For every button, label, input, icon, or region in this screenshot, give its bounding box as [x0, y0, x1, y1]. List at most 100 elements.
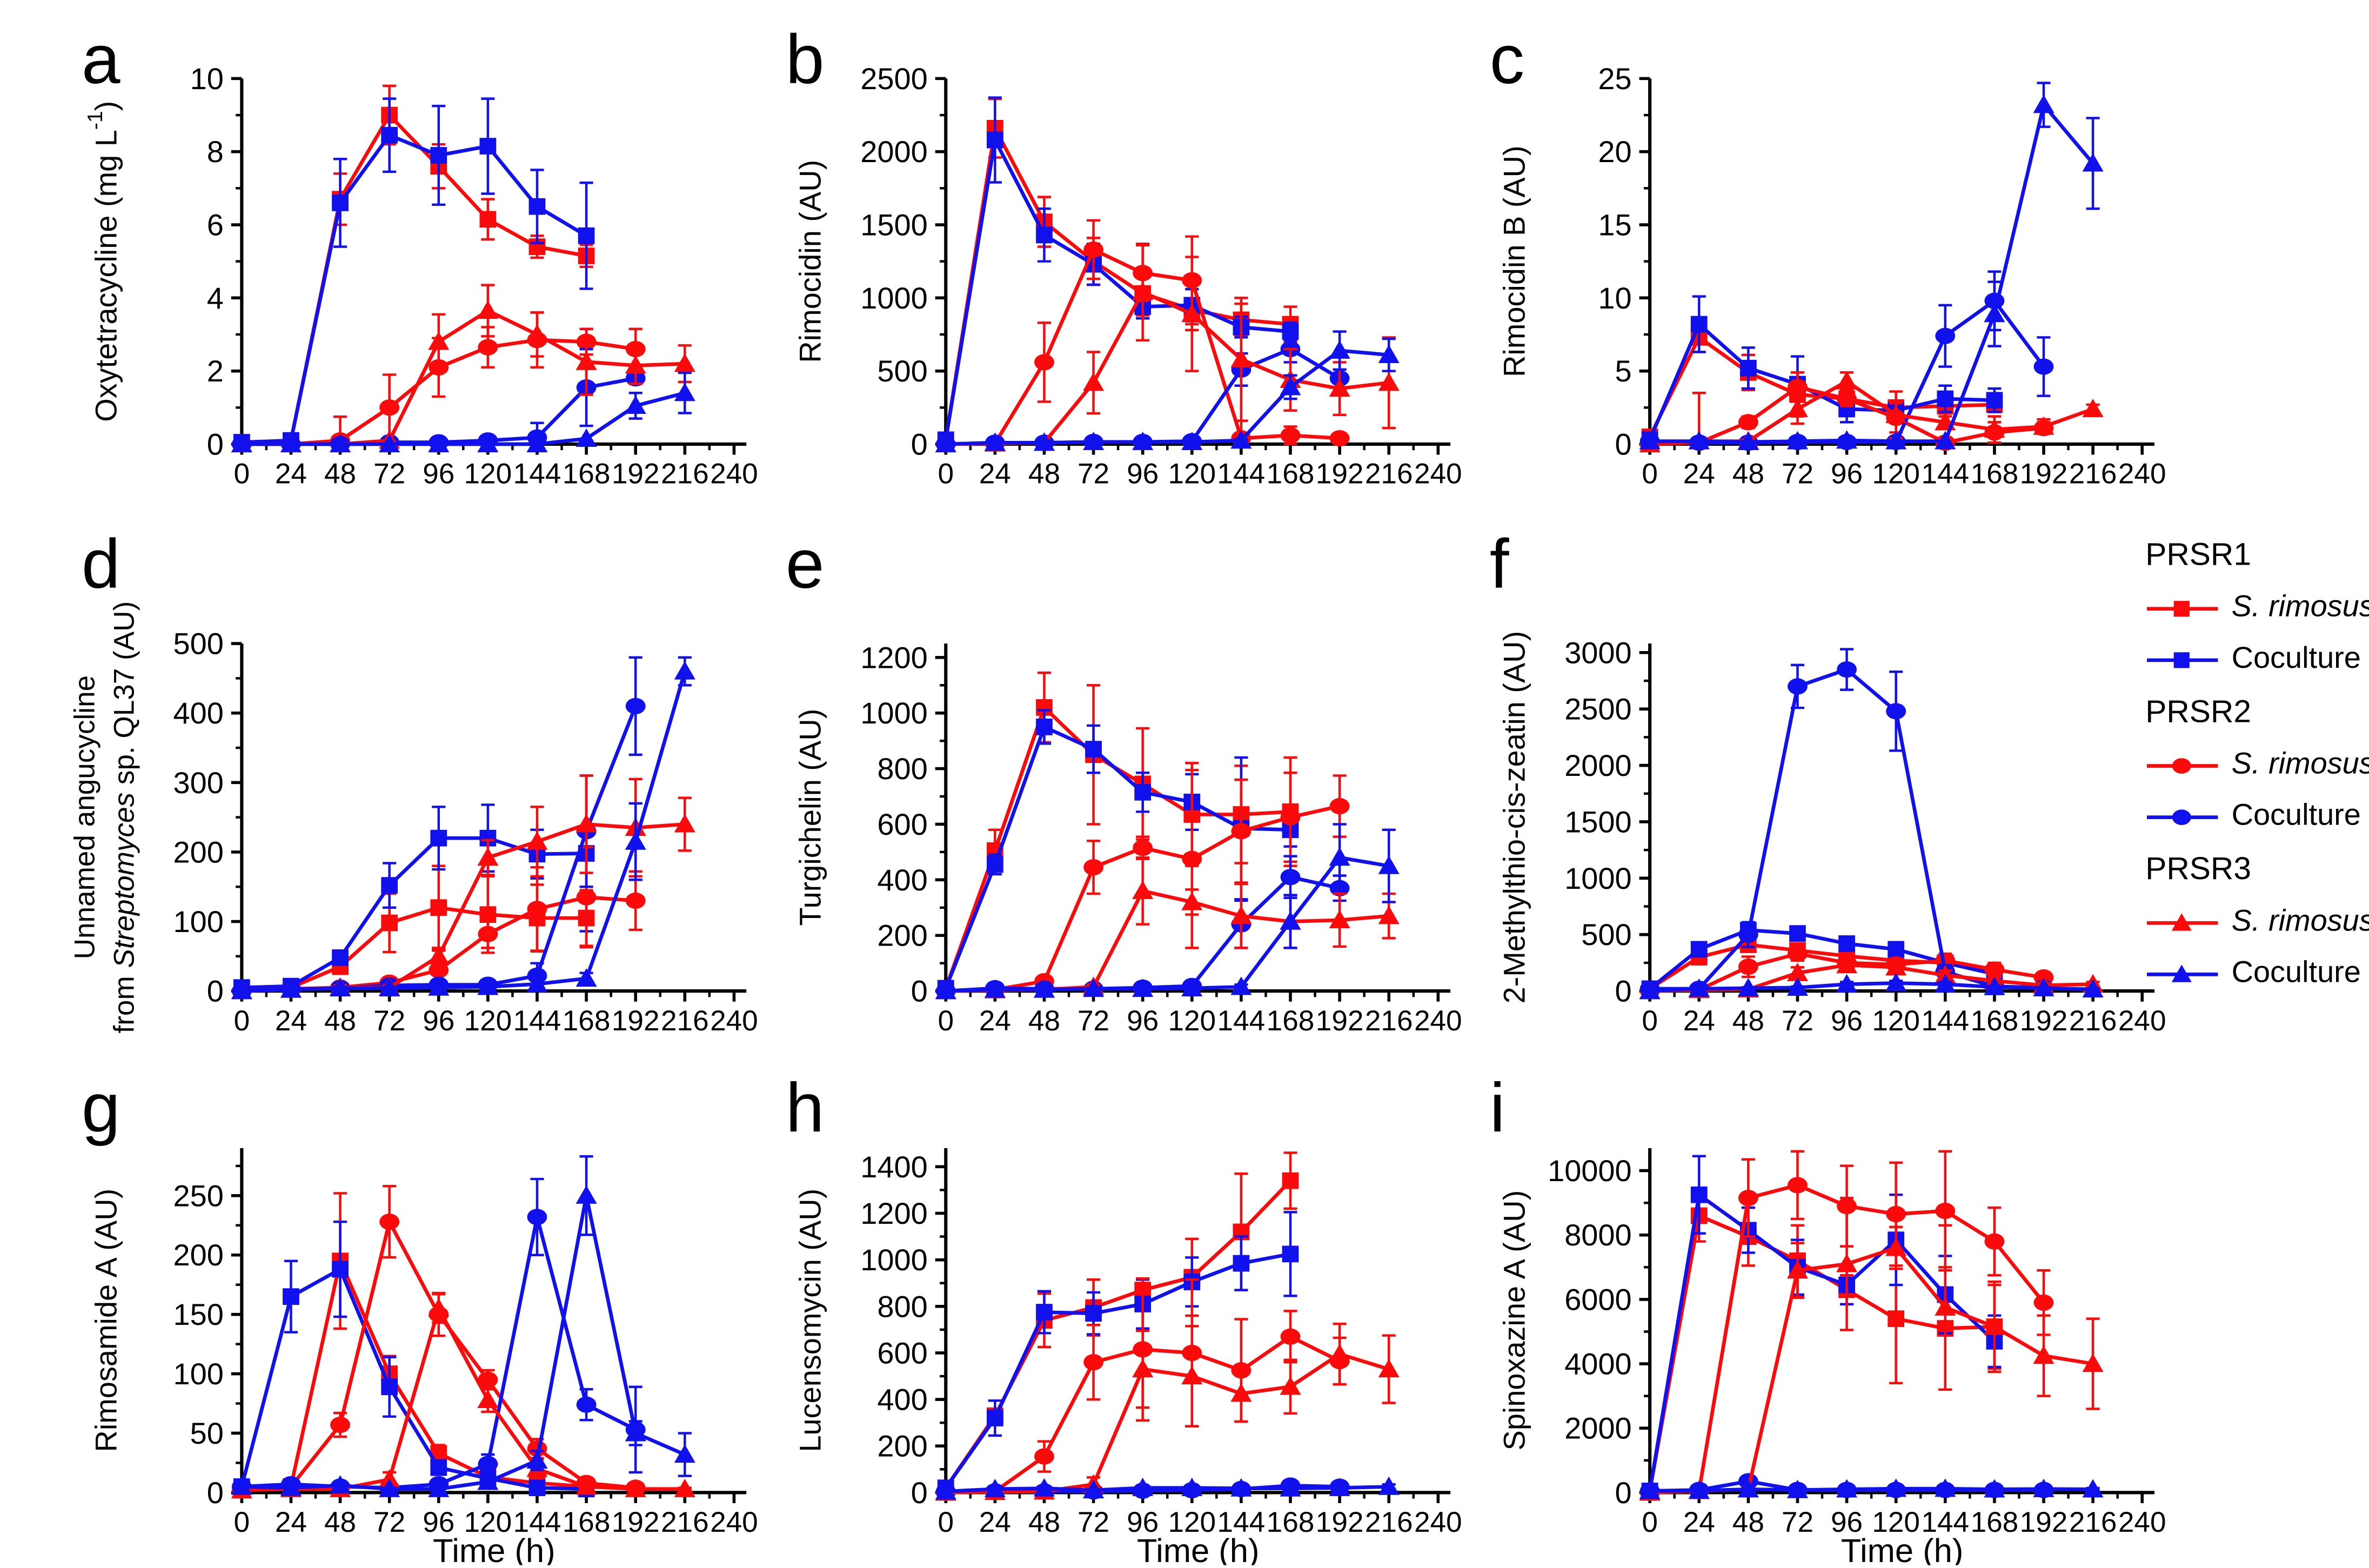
svg-text:2000: 2000	[1564, 1411, 1631, 1445]
svg-text:216: 216	[661, 458, 709, 490]
svg-text:4000: 4000	[1564, 1347, 1631, 1381]
svg-text:1500: 1500	[860, 208, 927, 242]
panel-h: h 0 24 48 72 96 120 144 168 192 216 240 0 200 400 600 8…	[771, 1021, 1475, 1568]
svg-text:0: 0	[207, 427, 224, 461]
svg-text:240: 240	[1414, 458, 1462, 490]
svg-text:1000: 1000	[860, 696, 927, 730]
svg-text:120: 120	[1168, 1005, 1216, 1037]
svg-text:144: 144	[1921, 1506, 1969, 1538]
svg-text:6000: 6000	[1564, 1282, 1631, 1316]
svg-text:96: 96	[1831, 458, 1863, 490]
svg-text:1000: 1000	[860, 1243, 927, 1277]
svg-text:96: 96	[423, 1506, 454, 1538]
legend-item-label: Coculture	[2231, 799, 2361, 833]
svg-text:72: 72	[1782, 1005, 1813, 1037]
svg-text:0: 0	[1615, 1476, 1631, 1510]
svg-text:216: 216	[1365, 458, 1413, 490]
svg-text:72: 72	[1782, 1506, 1813, 1538]
svg-text:20: 20	[1598, 135, 1631, 169]
svg-text:50: 50	[190, 1416, 224, 1450]
svg-text:0: 0	[911, 974, 928, 1008]
svg-text:96: 96	[1127, 458, 1159, 490]
svg-text:Unnamed angucycline: Unnamed angucycline	[69, 675, 101, 960]
svg-text:144: 144	[1217, 1005, 1266, 1037]
svg-text:48: 48	[1732, 1005, 1764, 1037]
svg-text:200: 200	[877, 1429, 927, 1463]
svg-text:120: 120	[1168, 1506, 1216, 1538]
svg-text:192: 192	[612, 1005, 660, 1037]
svg-text:96: 96	[1831, 1506, 1863, 1538]
svg-text:24: 24	[1683, 458, 1715, 490]
panel-h-letter: h	[785, 1068, 825, 1147]
svg-text:6: 6	[207, 208, 224, 242]
svg-text:0: 0	[938, 1005, 954, 1037]
svg-text:600: 600	[877, 1336, 927, 1370]
svg-text:168: 168	[563, 458, 611, 490]
svg-text:168: 168	[1267, 1005, 1315, 1037]
legend-group-prsr2: PRSR2	[2145, 695, 2252, 730]
svg-text:0: 0	[234, 1005, 250, 1037]
svg-text:144: 144	[513, 458, 561, 490]
panel-a-plot: 0 24 48 72 96 120 144 168 192 216 2400246810Oxytet…	[84, 62, 758, 490]
svg-text:120: 120	[1168, 458, 1216, 490]
svg-text:24: 24	[275, 1005, 307, 1037]
square-swatch-icon	[2147, 651, 2218, 668]
svg-text:168: 168	[563, 1506, 611, 1538]
svg-text:0: 0	[1642, 1506, 1658, 1538]
svg-text:72: 72	[373, 1005, 405, 1037]
legend-item: S. rimosus	[2145, 905, 2369, 940]
panel-b-plot: 0 24 48 72 96 120 144 168 192 216 240 0 500 1000 1500 2…	[793, 62, 1462, 490]
legend-item: Coculture	[2145, 642, 2369, 676]
svg-text:0: 0	[911, 427, 928, 461]
svg-text:400: 400	[877, 1383, 927, 1417]
svg-text:15: 15	[1598, 208, 1631, 242]
svg-text:Time (h): Time (h)	[1841, 1532, 1964, 1565]
svg-text:240: 240	[710, 1005, 758, 1037]
svg-text:216: 216	[2069, 458, 2117, 490]
panel-d-letter: d	[81, 524, 121, 603]
svg-text:240: 240	[710, 1506, 758, 1538]
panel-e: e 0 24 48 72 96 120 144 168 192 216 240 0 200 400 600 8…	[771, 522, 1475, 1037]
svg-text:from Streptomyces sp. QL37 (AU: from Streptomyces sp. QL37 (AU)	[108, 601, 140, 1034]
svg-text:168: 168	[1971, 458, 2019, 490]
legend-item-label: S. rimosus	[2231, 747, 2369, 781]
svg-text:0: 0	[1615, 427, 1631, 461]
svg-text:600: 600	[877, 807, 927, 841]
svg-text:800: 800	[877, 1289, 927, 1323]
svg-text:72: 72	[1078, 458, 1109, 490]
svg-text:8: 8	[207, 135, 224, 169]
svg-text:168: 168	[563, 1005, 611, 1037]
legend-item-label: Coculture	[2231, 642, 2361, 675]
svg-text:48: 48	[324, 1506, 356, 1538]
triangle-swatch-icon	[2147, 963, 2218, 982]
panel-c-plot: 0 24 48 72 96 120 144 168 192 216 240 0 5 10 15 20 25 Rim…	[1497, 62, 2166, 490]
svg-text:500: 500	[877, 354, 927, 388]
svg-text:192: 192	[2020, 458, 2068, 490]
svg-text:2000: 2000	[1564, 748, 1631, 782]
svg-text:400: 400	[173, 696, 224, 730]
svg-text:48: 48	[1028, 458, 1060, 490]
svg-text:72: 72	[373, 1506, 405, 1538]
svg-text:48: 48	[324, 1005, 356, 1037]
svg-text:0: 0	[207, 974, 224, 1008]
svg-text:216: 216	[2069, 1005, 2117, 1037]
svg-text:2-Methylthio-cis-zeatin (AU): 2-Methylthio-cis-zeatin (AU)	[1497, 631, 1531, 1004]
svg-text:1500: 1500	[1564, 805, 1631, 839]
panel-c-letter: c	[1489, 19, 1525, 98]
svg-text:500: 500	[173, 627, 224, 661]
panel-a-letter: a	[81, 19, 121, 98]
svg-text:120: 120	[464, 1005, 512, 1037]
panel-f: f 0 24 48 72 96 120 144 168 192 216 240 0 500 1000 150…	[1475, 522, 2179, 1037]
svg-text:Turgichelin (AU): Turgichelin (AU)	[793, 709, 827, 926]
svg-text:10000: 10000	[1548, 1154, 1631, 1188]
svg-text:0: 0	[234, 458, 250, 490]
svg-text:150: 150	[173, 1297, 224, 1331]
panel-f-plot: 0 24 48 72 96 120 144 168 192 216 240 0 500 1000 1500 2…	[1497, 631, 2166, 1037]
svg-text:0: 0	[234, 1506, 250, 1538]
svg-text:96: 96	[423, 458, 454, 490]
svg-text:72: 72	[1078, 1506, 1109, 1538]
legend-item: Coculture	[2145, 956, 2369, 991]
svg-text:192: 192	[1316, 1506, 1364, 1538]
svg-text:96: 96	[1127, 1005, 1159, 1037]
svg-text:96: 96	[1831, 1005, 1863, 1037]
